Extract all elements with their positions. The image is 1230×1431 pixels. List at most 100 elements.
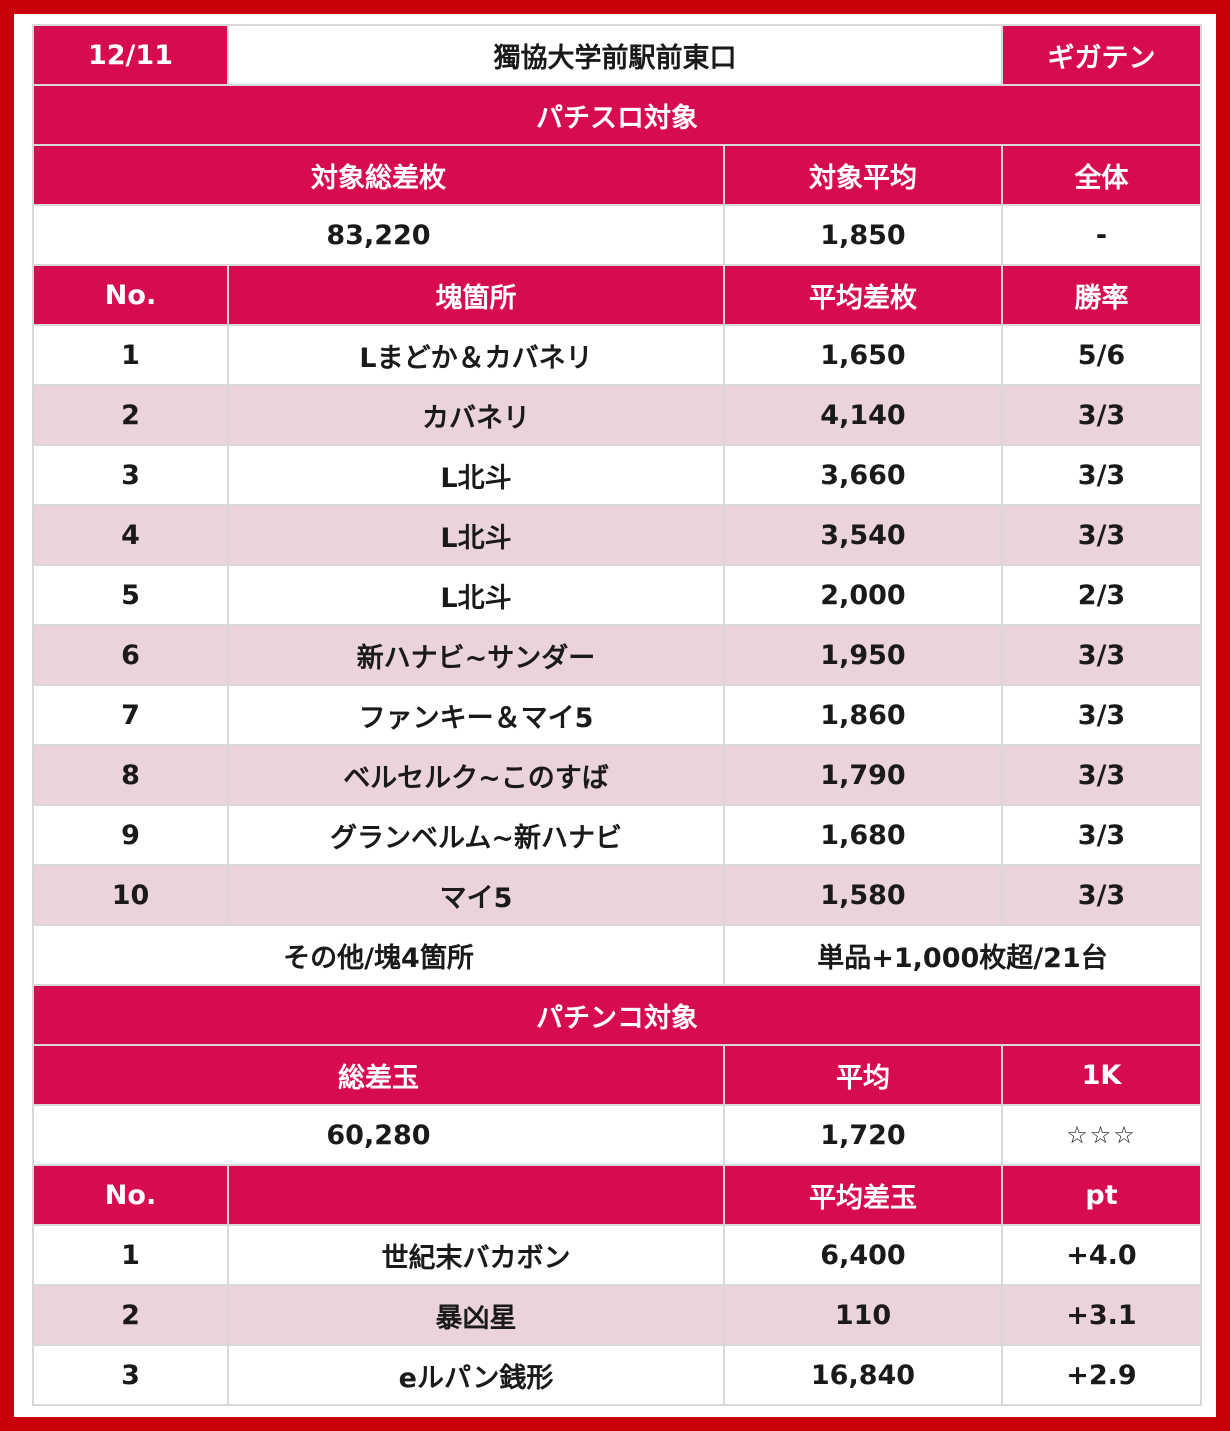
brand-cell: ギガテン xyxy=(1001,24,1202,86)
row-machine: グランベルム~新ハナビ xyxy=(227,804,725,866)
slot-summary-value-row: 83,220 1,850 - xyxy=(32,204,1202,266)
pachinko-col-machine xyxy=(227,1164,725,1226)
row-no: 4 xyxy=(32,504,229,566)
pachinko-row: 2 暴凶星 110 +3.1 xyxy=(32,1284,1202,1346)
slot-col-avg: 平均差枚 xyxy=(723,264,1003,326)
row-no: 6 xyxy=(32,624,229,686)
row-machine: 暴凶星 xyxy=(227,1284,725,1346)
row-avg: 1,950 xyxy=(723,624,1003,686)
row-machine: ファンキー＆マイ5 xyxy=(227,684,725,746)
row-no: 8 xyxy=(32,744,229,806)
row-no: 2 xyxy=(32,384,229,446)
row-winrate: 2/3 xyxy=(1001,564,1202,626)
slot-average-value: 1,850 xyxy=(723,204,1003,266)
slot-row: 3 L北斗 3,660 3/3 xyxy=(32,444,1202,506)
slot-footer-row: その他/塊4箇所 単品+1,000枚超/21台 xyxy=(32,924,1202,986)
slot-footer-singles: 単品+1,000枚超/21台 xyxy=(723,924,1202,986)
row-pt: +4.0 xyxy=(1001,1224,1202,1286)
slot-row: 2 カバネリ 4,140 3/3 xyxy=(32,384,1202,446)
row-no: 5 xyxy=(32,564,229,626)
pachinko-col-pt: pt xyxy=(1001,1164,1202,1226)
row-machine: L北斗 xyxy=(227,444,725,506)
row-winrate: 3/3 xyxy=(1001,624,1202,686)
slot-row: 8 ベルセルク~このすば 1,790 3/3 xyxy=(32,744,1202,806)
header-row: 12/11 獨協大学前駅前東口 ギガテン xyxy=(32,24,1202,86)
pachinko-summary-value-row: 60,280 1,720 ☆☆☆ xyxy=(32,1104,1202,1166)
row-winrate: 3/3 xyxy=(1001,804,1202,866)
slot-col-winrate: 勝率 xyxy=(1001,264,1202,326)
pachinko-1k-rating: ☆☆☆ xyxy=(1001,1104,1202,1166)
slot-row: 10 マイ5 1,580 3/3 xyxy=(32,864,1202,926)
row-avg: 1,650 xyxy=(723,324,1003,386)
row-winrate: 3/3 xyxy=(1001,504,1202,566)
slot-table-header-row: No. 塊箇所 平均差枚 勝率 xyxy=(32,264,1202,326)
row-machine: L北斗 xyxy=(227,504,725,566)
row-machine: 新ハナビ~サンダー xyxy=(227,624,725,686)
row-no: 7 xyxy=(32,684,229,746)
slot-row: 1 Lまどか＆カバネリ 1,650 5/6 xyxy=(32,324,1202,386)
row-winrate: 3/3 xyxy=(1001,444,1202,506)
pachinko-total-header: 総差玉 xyxy=(32,1044,725,1106)
row-machine: Lまどか＆カバネリ xyxy=(227,324,725,386)
row-avg: 1,580 xyxy=(723,864,1003,926)
row-machine: 世紀末バカボン xyxy=(227,1224,725,1286)
row-machine: マイ5 xyxy=(227,864,725,926)
slot-row: 7 ファンキー＆マイ5 1,860 3/3 xyxy=(32,684,1202,746)
row-avg: 6,400 xyxy=(723,1224,1003,1286)
row-winrate: 3/3 xyxy=(1001,684,1202,746)
row-machine: カバネリ xyxy=(227,384,725,446)
pachinko-summary-header-row: 総差玉 平均 1K xyxy=(32,1044,1202,1106)
row-pt: +2.9 xyxy=(1001,1344,1202,1406)
row-no: 3 xyxy=(32,444,229,506)
pachinko-row: 1 世紀末バカボン 6,400 +4.0 xyxy=(32,1224,1202,1286)
row-no: 1 xyxy=(32,324,229,386)
slot-row: 5 L北斗 2,000 2/3 xyxy=(32,564,1202,626)
row-no: 9 xyxy=(32,804,229,866)
row-avg: 16,840 xyxy=(723,1344,1003,1406)
row-no: 10 xyxy=(32,864,229,926)
slot-row: 4 L北斗 3,540 3/3 xyxy=(32,504,1202,566)
date-cell: 12/11 xyxy=(32,24,229,86)
row-avg: 110 xyxy=(723,1284,1003,1346)
slot-row: 6 新ハナビ~サンダー 1,950 3/3 xyxy=(32,624,1202,686)
row-pt: +3.1 xyxy=(1001,1284,1202,1346)
pachinko-1k-header: 1K xyxy=(1001,1044,1202,1106)
slot-total-header: 対象総差枚 xyxy=(32,144,725,206)
row-avg: 4,140 xyxy=(723,384,1003,446)
row-no: 1 xyxy=(32,1224,229,1286)
row-machine: eルパン銭形 xyxy=(227,1344,725,1406)
pachinko-total-value: 60,280 xyxy=(32,1104,725,1166)
pachinko-col-avg: 平均差玉 xyxy=(723,1164,1003,1226)
slot-section-title: パチスロ対象 xyxy=(32,84,1202,146)
row-winrate: 5/6 xyxy=(1001,324,1202,386)
slot-col-no: No. xyxy=(32,264,229,326)
row-no: 3 xyxy=(32,1344,229,1406)
slot-summary-header-row: 対象総差枚 対象平均 全体 xyxy=(32,144,1202,206)
pachinko-row: 3 eルパン銭形 16,840 +2.9 xyxy=(32,1344,1202,1406)
row-machine: L北斗 xyxy=(227,564,725,626)
row-winrate: 3/3 xyxy=(1001,864,1202,926)
report-table: 12/11 獨協大学前駅前東口 ギガテン パチスロ対象 対象総差枚 対象平均 全… xyxy=(32,24,1202,1406)
slot-total-value: 83,220 xyxy=(32,204,725,266)
row-avg: 1,860 xyxy=(723,684,1003,746)
pachinko-section-title: パチンコ対象 xyxy=(32,984,1202,1046)
slot-average-header: 対象平均 xyxy=(723,144,1003,206)
pachinko-section-title-row: パチンコ対象 xyxy=(32,984,1202,1046)
row-avg: 1,790 xyxy=(723,744,1003,806)
slot-section-title-row: パチスロ対象 xyxy=(32,84,1202,146)
pachinko-col-no: No. xyxy=(32,1164,229,1226)
pachinko-average-header: 平均 xyxy=(723,1044,1003,1106)
row-no: 2 xyxy=(32,1284,229,1346)
row-machine: ベルセルク~このすば xyxy=(227,744,725,806)
report-frame: 12/11 獨協大学前駅前東口 ギガテン パチスロ対象 対象総差枚 対象平均 全… xyxy=(14,14,1216,1417)
row-winrate: 3/3 xyxy=(1001,384,1202,446)
row-avg: 3,540 xyxy=(723,504,1003,566)
store-name: 獨協大学前駅前東口 xyxy=(227,24,1003,86)
pachinko-table-header-row: No. 平均差玉 pt xyxy=(32,1164,1202,1226)
row-avg: 3,660 xyxy=(723,444,1003,506)
row-avg: 1,680 xyxy=(723,804,1003,866)
slot-col-location: 塊箇所 xyxy=(227,264,725,326)
pachinko-average-value: 1,720 xyxy=(723,1104,1003,1166)
slot-footer-others: その他/塊4箇所 xyxy=(32,924,725,986)
slot-row: 9 グランベルム~新ハナビ 1,680 3/3 xyxy=(32,804,1202,866)
